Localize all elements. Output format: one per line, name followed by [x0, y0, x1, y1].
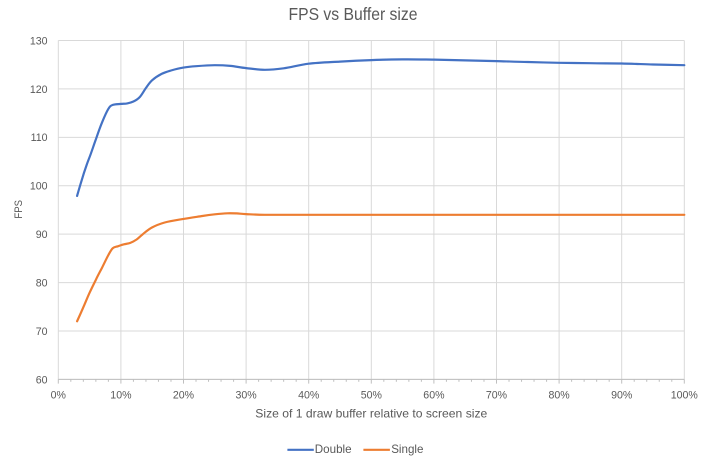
- svg-text:0%: 0%: [51, 390, 67, 402]
- svg-text:40%: 40%: [298, 390, 320, 402]
- svg-text:130: 130: [30, 35, 48, 47]
- svg-text:100%: 100%: [671, 390, 699, 402]
- svg-text:30%: 30%: [235, 390, 257, 402]
- svg-text:80%: 80%: [548, 390, 570, 402]
- svg-text:80: 80: [36, 277, 48, 289]
- svg-text:20%: 20%: [173, 390, 195, 402]
- svg-text:70%: 70%: [486, 390, 508, 402]
- svg-text:10%: 10%: [110, 390, 132, 402]
- svg-text:90: 90: [36, 229, 48, 241]
- svg-text:Single: Single: [391, 443, 423, 456]
- svg-text:FPS vs Buffer size: FPS vs Buffer size: [289, 4, 418, 24]
- svg-text:60%: 60%: [423, 390, 445, 402]
- svg-text:Double: Double: [315, 443, 352, 456]
- svg-text:100: 100: [30, 181, 48, 193]
- svg-text:50%: 50%: [361, 390, 383, 402]
- svg-text:90%: 90%: [611, 390, 633, 402]
- svg-text:60: 60: [36, 374, 48, 386]
- svg-text:70: 70: [36, 326, 48, 338]
- svg-text:FPS: FPS: [13, 200, 25, 219]
- svg-text:110: 110: [31, 132, 48, 144]
- svg-text:Size of 1 draw buffer relative: Size of 1 draw buffer relative to screen…: [255, 407, 487, 421]
- svg-text:120: 120: [30, 84, 48, 96]
